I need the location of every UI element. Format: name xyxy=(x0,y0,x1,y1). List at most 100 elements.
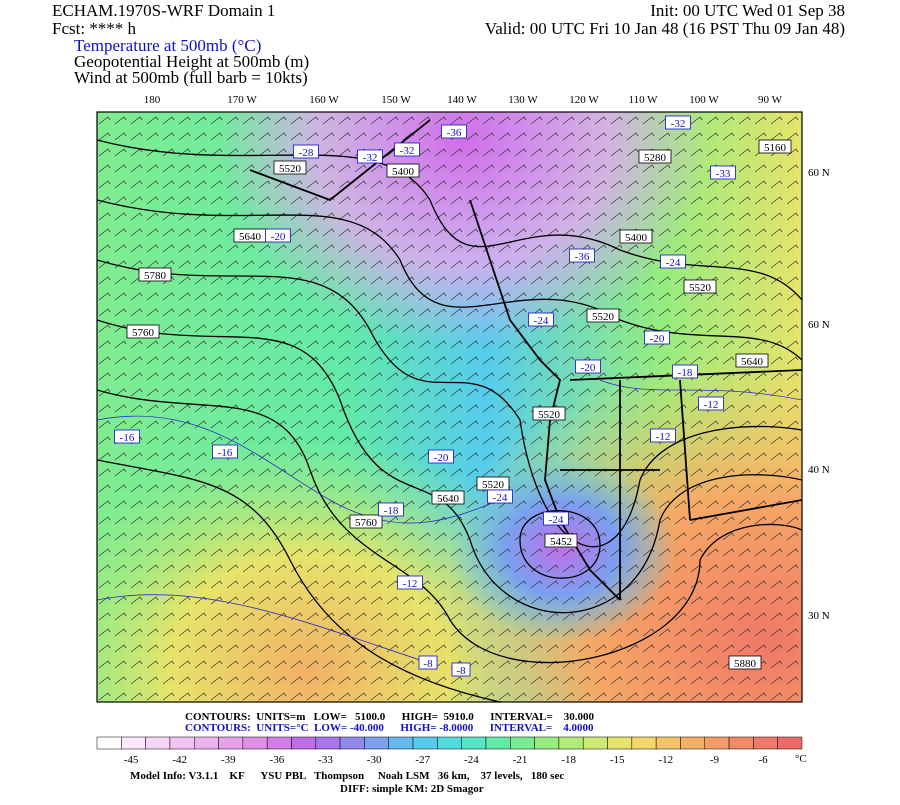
temp-label: -33 xyxy=(716,168,731,180)
temp-label: -8 xyxy=(456,665,466,677)
temp-label: -12 xyxy=(403,578,418,590)
temp-label-box xyxy=(528,312,554,327)
temp-label: -16 xyxy=(218,447,233,459)
height-label: 5640 xyxy=(741,356,764,368)
temp-label-box xyxy=(357,149,383,164)
colorbar-label: -9 xyxy=(710,754,720,766)
colorbar-label: -30 xyxy=(367,754,382,766)
lon-label: 130 W xyxy=(508,94,538,106)
height-label: 5780 xyxy=(144,270,167,282)
height-label: 5452 xyxy=(550,536,572,548)
colorbar-swatch xyxy=(364,736,389,750)
temp-label-box xyxy=(650,428,676,443)
colorbar-swatch xyxy=(145,736,171,750)
temp-label: -24 xyxy=(549,514,564,526)
height-label: 5640 xyxy=(437,493,460,505)
colorbar-label: -36 xyxy=(270,754,285,766)
colorbar-swatch xyxy=(169,736,195,750)
colorbar-label: -42 xyxy=(172,754,187,766)
height-label-box xyxy=(386,163,420,178)
lat-label: 40 N xyxy=(808,464,830,476)
colorbar-unit: °C xyxy=(795,753,807,765)
colorbar-swatch xyxy=(728,736,754,750)
temp-label-box xyxy=(428,449,454,464)
height-label: 5520 xyxy=(482,479,505,491)
colorbar-swatch xyxy=(193,736,219,750)
temp-label: -20 xyxy=(271,231,286,243)
colorbar-label: -15 xyxy=(610,754,625,766)
temp-label-box xyxy=(665,115,691,130)
header-valid: Valid: 00 UTC Fri 10 Jan 48 (16 PST Thu … xyxy=(485,19,845,38)
height-label-box xyxy=(126,324,160,339)
temp-label-box xyxy=(293,144,319,159)
colorbar-label: -45 xyxy=(124,754,139,766)
height-label-box xyxy=(431,490,465,505)
height-label: 5640 xyxy=(239,231,262,243)
temp-label: -32 xyxy=(400,145,415,157)
temp-label-box xyxy=(418,655,438,670)
temp-label: -24 xyxy=(493,492,508,504)
colorbar-swatch xyxy=(485,736,511,750)
lon-label: 100 W xyxy=(689,94,719,106)
temp-label: -36 xyxy=(575,251,590,263)
lon-label: 110 W xyxy=(628,94,658,106)
colorbar-swatch xyxy=(218,736,244,750)
colorbar-label: -24 xyxy=(464,754,479,766)
contour-info: CONTOURS: UNITS=m LOW= 5100.0 HIGH= 5910… xyxy=(185,711,595,723)
colorbar-swatch xyxy=(582,736,608,750)
height-label: 5400 xyxy=(625,232,648,244)
colorbar-swatch xyxy=(266,736,292,750)
height-label-box xyxy=(138,267,172,282)
temp-label-box xyxy=(575,359,601,374)
colorbar-swatch xyxy=(121,736,146,750)
height-label: 5520 xyxy=(279,163,302,175)
temp-label-box xyxy=(451,662,471,677)
temp-label-box xyxy=(698,396,724,411)
height-label: 5520 xyxy=(592,311,615,323)
temp-label-box xyxy=(672,364,698,379)
colorbar-swatch xyxy=(631,736,657,750)
height-label: 5760 xyxy=(132,327,155,339)
lon-label: 180 xyxy=(144,94,161,106)
temp-label-box xyxy=(660,254,686,269)
height-label: 5160 xyxy=(764,142,787,154)
colorbar-label: -39 xyxy=(221,754,236,766)
lon-label: 150 W xyxy=(381,94,411,106)
model-info: DIFF: simple KM: 2D Smagor xyxy=(340,783,484,795)
field-wind: Wind at 500mb (full barb = 10kts) xyxy=(74,68,308,87)
colorbar-label: -33 xyxy=(318,754,333,766)
field-height: Geopotential Height at 500mb (m) xyxy=(74,52,309,71)
temp-label-box xyxy=(569,248,595,263)
temp-label: -12 xyxy=(704,399,719,411)
temp-label: -32 xyxy=(671,118,686,130)
lon-label: 90 W xyxy=(758,94,783,106)
height-label-box xyxy=(638,149,672,164)
height-label-box xyxy=(349,514,383,529)
lat-label: 30 N xyxy=(808,610,830,622)
temp-label: -20 xyxy=(650,333,665,345)
temp-label-box xyxy=(212,444,238,459)
header-init: Init: 00 UTC Wed 01 Sep 38 xyxy=(650,1,845,20)
temp-label: -8 xyxy=(423,658,433,670)
header-title: ECHAM.1970S-WRF Domain 1 xyxy=(52,1,275,20)
height-label-box xyxy=(735,353,769,368)
lon-label: 170 W xyxy=(227,94,257,106)
temp-label-box xyxy=(114,429,140,444)
temp-label: -28 xyxy=(299,147,314,159)
height-label-box xyxy=(532,406,566,421)
temp-label-box xyxy=(710,165,736,180)
temp-label: -18 xyxy=(384,505,399,517)
height-label: 5880 xyxy=(734,658,757,670)
temp-label-box xyxy=(397,575,423,590)
temp-label: -20 xyxy=(434,452,449,464)
colorbar-swatch xyxy=(510,736,535,750)
colorbar-swatch xyxy=(315,736,341,750)
temp-label-box xyxy=(644,330,670,345)
height-label-box xyxy=(586,308,620,323)
colorbar-label: -21 xyxy=(513,754,528,766)
field-temp: Temperature at 500mb (°C) xyxy=(74,36,261,55)
map xyxy=(97,112,802,702)
height-label-box xyxy=(273,160,307,175)
lon-label: 120 W xyxy=(569,94,599,106)
temp-label: -36 xyxy=(447,127,462,139)
